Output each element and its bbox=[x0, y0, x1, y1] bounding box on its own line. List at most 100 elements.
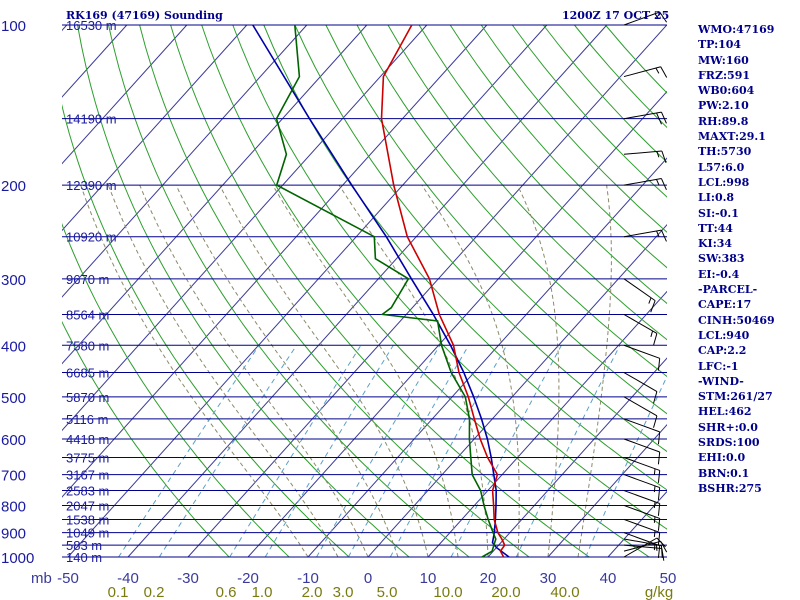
wind-barb bbox=[623, 66, 668, 78]
height-label: 2583 m bbox=[66, 484, 109, 499]
pressure-tick-label: 800 bbox=[1, 498, 26, 515]
panel-line: TT:44 bbox=[698, 221, 733, 235]
height-label: 6685 m bbox=[66, 366, 109, 381]
panel-line: LI:0.8 bbox=[698, 191, 735, 205]
panel-line: L57:6.0 bbox=[698, 160, 745, 174]
chart-time: 1200Z 17 OCT 25 bbox=[562, 9, 670, 22]
wind-barb-feather bbox=[657, 545, 661, 559]
wind-barb bbox=[623, 396, 658, 428]
pressure-tick-label: 600 bbox=[1, 432, 26, 449]
wind-barb-staff bbox=[623, 178, 662, 186]
wind-barb bbox=[623, 372, 658, 404]
temperature-tick-label: -30 bbox=[177, 570, 199, 587]
dry-adiabat-line bbox=[232, 24, 667, 530]
wind-barb-feather bbox=[656, 179, 660, 186]
isotherm-line bbox=[67, 24, 548, 558]
wind-barb bbox=[623, 438, 661, 465]
wind-barb-feather bbox=[660, 178, 667, 191]
temperature-tick-label: -40 bbox=[117, 570, 139, 587]
wind-barb-feather bbox=[653, 415, 658, 428]
wind-barb-feather bbox=[653, 501, 656, 509]
height-label: 3167 m bbox=[66, 468, 109, 483]
isotherm-line bbox=[487, 357, 667, 558]
temperature-tick-label: 20 bbox=[480, 570, 497, 587]
panel-line: WB0:604 bbox=[698, 84, 755, 98]
wind-barbs bbox=[623, 11, 668, 561]
wind-barb-staff bbox=[623, 532, 660, 547]
wind-barb-staff bbox=[623, 544, 662, 549]
panel-line: WMO:47169 bbox=[698, 23, 775, 36]
wind-barb-staff bbox=[623, 540, 661, 552]
wind-barb-staff bbox=[623, 372, 658, 392]
mixing-ratio-lines bbox=[118, 345, 667, 558]
wind-barb bbox=[623, 314, 658, 346]
mixing-ratio-line bbox=[347, 345, 470, 558]
isotherm-line bbox=[62, 24, 428, 432]
wind-barb-staff bbox=[623, 150, 662, 155]
wind-barb bbox=[623, 504, 661, 531]
moist-adiabat-line bbox=[516, 184, 560, 558]
isotherm-line bbox=[62, 24, 188, 165]
moist-adiabat-line bbox=[219, 184, 429, 558]
panel-line: TP:104 bbox=[698, 38, 742, 52]
wind-barb-feather bbox=[653, 468, 656, 475]
wind-barb bbox=[623, 518, 661, 545]
height-label: 12390 m bbox=[66, 178, 117, 193]
mixing-ratio-line bbox=[229, 345, 362, 558]
panel-line: -WIND- bbox=[698, 374, 744, 388]
mixing-ratio-label: 0.6 bbox=[216, 584, 237, 600]
wind-barb-staff bbox=[623, 457, 660, 471]
wind-barb-feather bbox=[653, 530, 656, 537]
panel-line: PW:2.10 bbox=[698, 99, 749, 113]
temperature-tick-label: -10 bbox=[297, 570, 319, 587]
temperature-tick-label: -20 bbox=[237, 570, 259, 587]
stability-indices-panel: WMO:47169 TP:104 MW:160 FRZ:591 WB0:604 PW:2.… bbox=[698, 22, 798, 496]
mixing-ratio-label: 1.0 bbox=[252, 584, 273, 600]
wind-barb-feather bbox=[657, 503, 661, 516]
height-label: 7580 m bbox=[66, 338, 109, 353]
wind-barb-feather bbox=[660, 111, 667, 124]
pressure-tick-label: 200 bbox=[1, 178, 26, 195]
panel-line: CINH:50469 bbox=[698, 313, 775, 327]
wind-barb-feather bbox=[648, 297, 652, 304]
panel-line: BSHR:275 bbox=[698, 481, 762, 495]
wind-barb-staff bbox=[623, 11, 660, 26]
wind-barb-feather bbox=[650, 330, 654, 338]
height-label: 14190 m bbox=[66, 112, 117, 127]
isotherm-line bbox=[62, 24, 248, 232]
mixing-ratio-label: 3.0 bbox=[333, 584, 354, 600]
height-label: 10920 m bbox=[66, 230, 117, 245]
isotherm-line bbox=[187, 24, 667, 558]
wind-barb-staff bbox=[623, 490, 660, 504]
wind-barb bbox=[623, 111, 667, 125]
wind-barb bbox=[623, 278, 656, 313]
isotherm-line bbox=[62, 24, 308, 298]
isotherm-line bbox=[367, 224, 667, 558]
panel-line: BRN:0.1 bbox=[698, 466, 750, 480]
wind-barb-feather bbox=[656, 151, 660, 158]
wind-barb bbox=[623, 418, 661, 445]
wind-barb bbox=[623, 490, 661, 516]
isotherm-line bbox=[547, 424, 667, 558]
mixing-ratio-label: 5.0 bbox=[377, 584, 398, 600]
panel-line: LCL:998 bbox=[698, 175, 750, 189]
temperature-tick-label: 10 bbox=[420, 570, 437, 587]
panel-line: SI:-0.1 bbox=[698, 206, 739, 220]
wind-barb-staff bbox=[623, 278, 656, 302]
wind-barb-feather bbox=[659, 11, 668, 23]
height-label: 5870 m bbox=[66, 390, 109, 405]
wind-barb bbox=[623, 178, 667, 191]
dry-adiabat-lines bbox=[62, 24, 667, 558]
wind-barb-feather bbox=[660, 541, 668, 553]
moist-adiabat-line bbox=[80, 184, 309, 558]
wind-barb-staff bbox=[623, 111, 662, 120]
wind-barb-staff bbox=[623, 504, 660, 519]
panel-line: STM:261/27 bbox=[698, 390, 773, 404]
mixing-ratio-label: 10.0 bbox=[433, 584, 462, 600]
moist-adiabat-line bbox=[272, 184, 459, 558]
panel-line: SRDS:100 bbox=[698, 436, 760, 450]
chart-title: RK169 (47169) Sounding bbox=[66, 9, 223, 22]
wind-barb bbox=[623, 344, 661, 371]
wind-barb bbox=[623, 540, 668, 553]
panel-line: MAXT:29.1 bbox=[698, 130, 766, 144]
